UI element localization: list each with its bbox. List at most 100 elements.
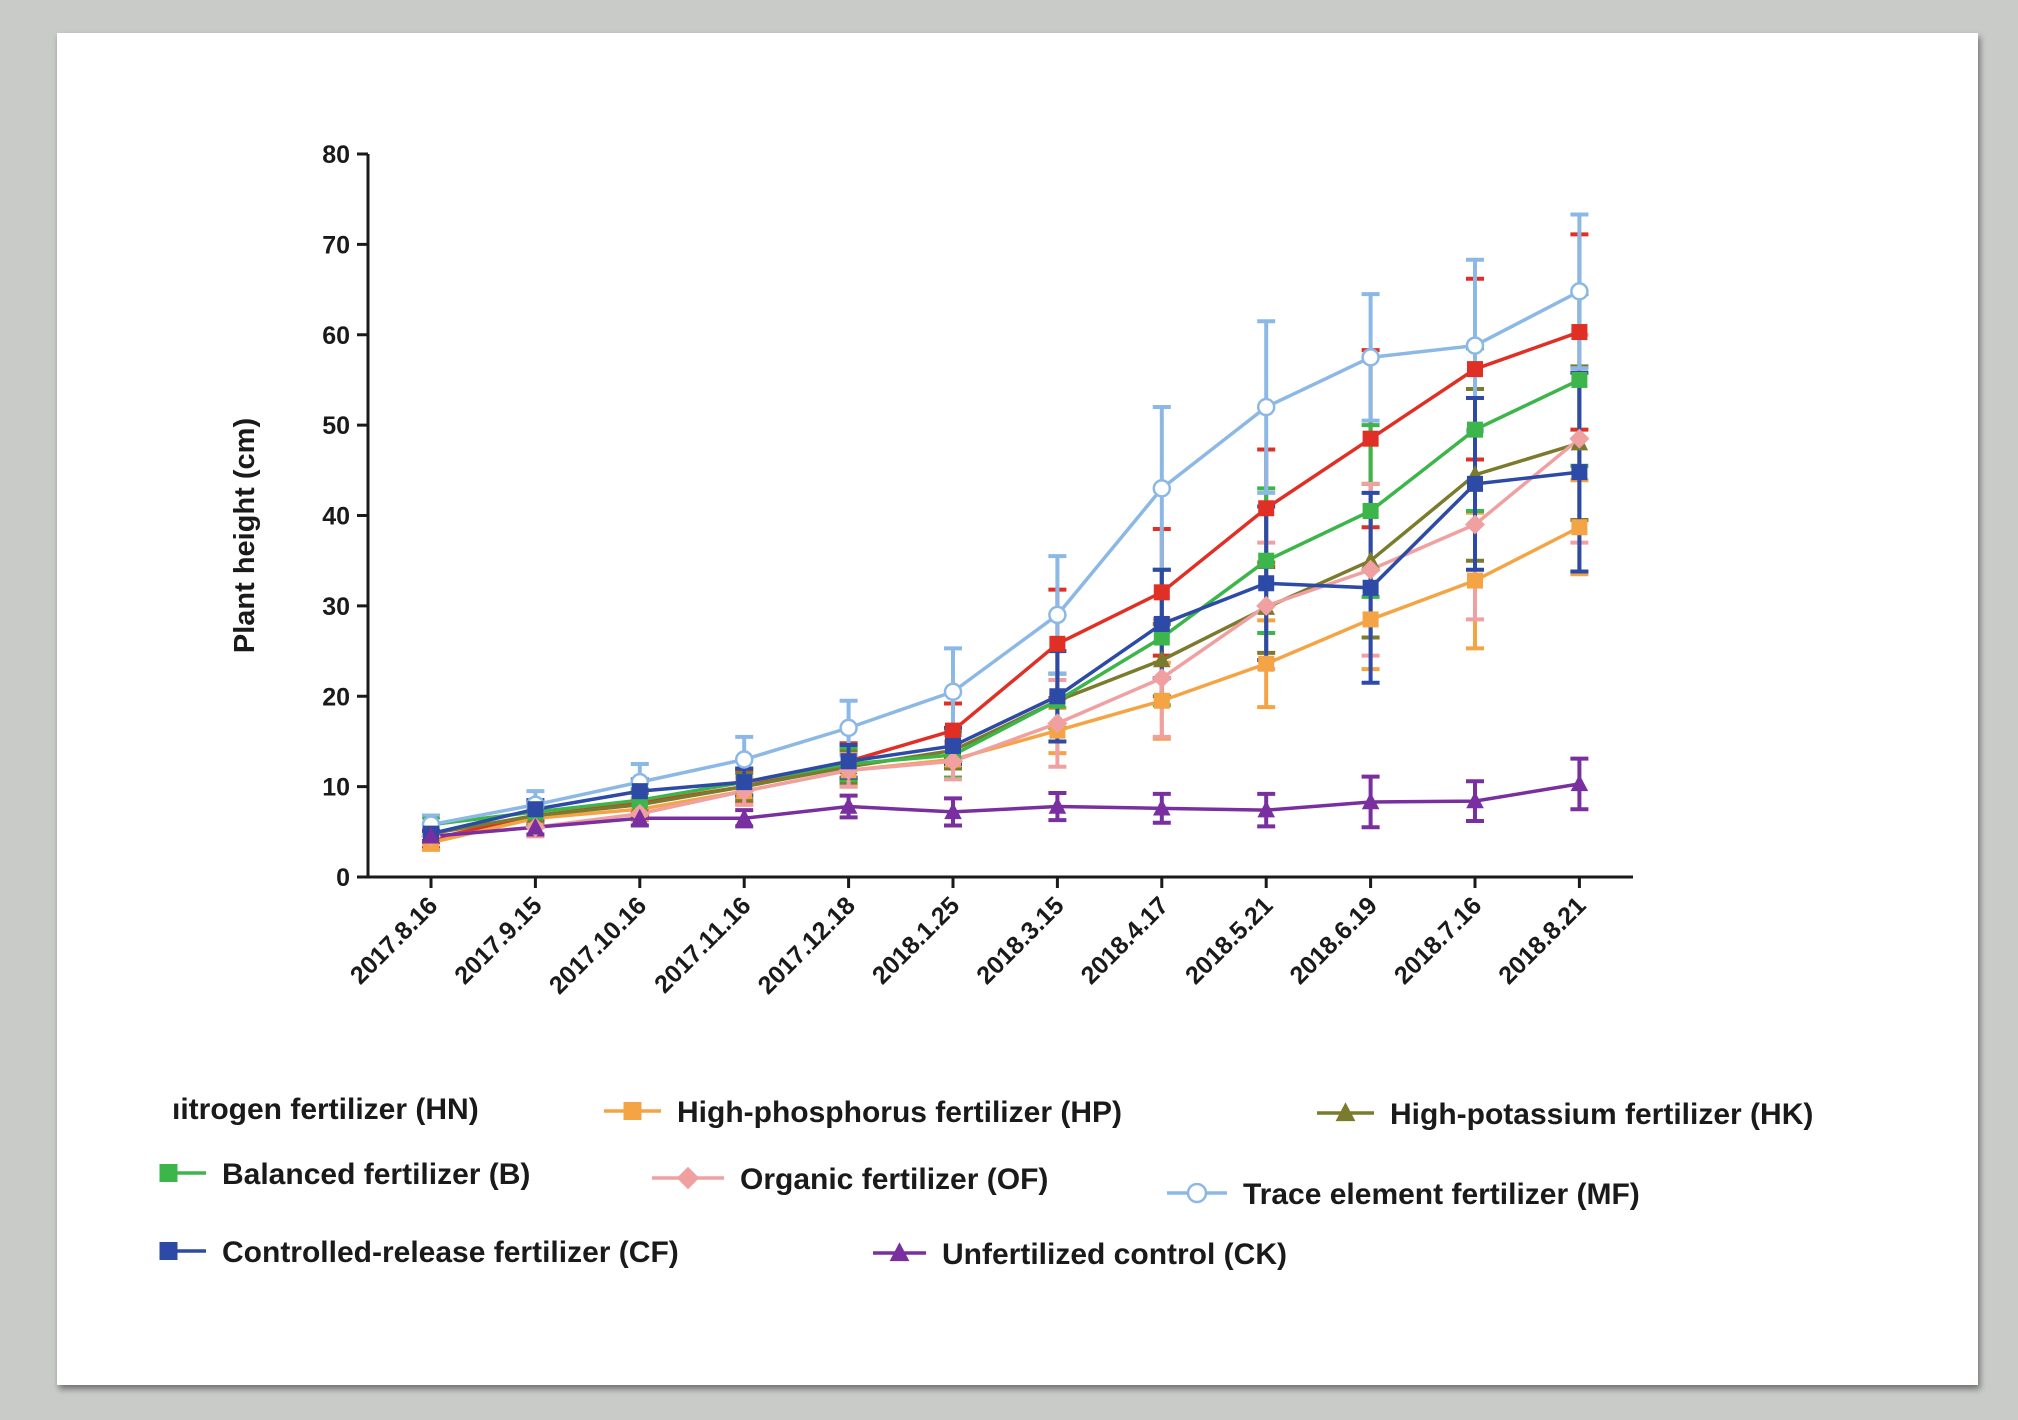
series-line — [430, 378, 1581, 827]
y-tick-label: 80 — [322, 141, 350, 169]
data-point — [527, 801, 544, 818]
data-point — [676, 1166, 700, 1190]
y-tick-label: 70 — [322, 231, 350, 259]
x-tick-label: 2018.4.17 — [1076, 891, 1174, 989]
data-point — [1153, 692, 1170, 709]
x-tick-labels: 2017.8.16 2017.9.152017.10.162017.11.1620… — [345, 891, 1592, 999]
data-point — [839, 718, 858, 738]
data-point — [1153, 629, 1170, 646]
x-tick-label: 2017.8.16 — [345, 891, 443, 989]
data-point — [1571, 519, 1588, 536]
y-tick-label: 20 — [322, 683, 350, 711]
x-tick-label: 2018.1.25 — [867, 891, 966, 990]
data-point — [1362, 502, 1379, 519]
axes — [357, 152, 1633, 888]
data-point — [943, 682, 963, 701]
series-line — [430, 289, 1581, 827]
legend-label: High-phosphorus fertilizer (HP) — [677, 1096, 1122, 1129]
error-bar-group — [422, 370, 1589, 843]
data-point — [1362, 430, 1379, 447]
x-tick-label: 2018.6.19 — [1284, 891, 1382, 989]
series-marker-group — [422, 433, 1589, 841]
y-tick-label: 50 — [322, 412, 350, 440]
y-axis-title: Plant height (cm) — [229, 418, 261, 653]
data-point — [1467, 421, 1483, 438]
data-point — [422, 826, 440, 844]
data-point — [1571, 371, 1588, 388]
error-bar-group — [422, 292, 1589, 834]
series-line — [430, 782, 1580, 839]
legend-item: High-phosphorus fertilizer (HP) — [604, 1096, 1122, 1129]
line-chart: 0 10 20 30 40 50 60 70 80 2017.8.16 2017.9.152017… — [159, 141, 1813, 1271]
legend-label: High-potassium fertilizer (HK) — [1390, 1098, 1813, 1131]
data-point — [840, 753, 857, 770]
series-marker-group — [423, 324, 1588, 848]
data-point — [1360, 559, 1381, 580]
y-tick-label: 40 — [322, 503, 350, 531]
data-point — [1258, 655, 1275, 672]
data-point — [1571, 464, 1588, 481]
series-line — [430, 525, 1581, 845]
y-tick-label: 0 — [336, 864, 350, 892]
data-point — [1048, 796, 1067, 814]
legend-label: Unfertilized control (CK) — [942, 1238, 1287, 1271]
data-point — [526, 817, 545, 835]
series-marker-group — [422, 774, 1589, 844]
legend-item: Unfertilized control (CK) — [873, 1238, 1287, 1271]
y-tick-label: 60 — [322, 322, 350, 350]
data-point — [1256, 397, 1276, 417]
legend-label: ıitrogen fertilizer (HN) — [172, 1093, 479, 1126]
data-point — [1465, 514, 1485, 535]
legend-item: Organic fertilizer (OF) — [652, 1163, 1048, 1196]
data-point — [1153, 650, 1171, 668]
legend-label: Trace element fertilizer (MF) — [1243, 1178, 1640, 1211]
data-point — [159, 1242, 178, 1260]
legend-item: High-potassium fertilizer (HK) — [1317, 1098, 1813, 1131]
data-point — [1186, 1182, 1208, 1204]
data-point — [945, 722, 961, 739]
series-marker-group — [421, 428, 1590, 847]
y-tick-label: 30 — [322, 593, 350, 621]
error-bars — [422, 212, 1589, 852]
legend-item: Controlled-release fertilizer (CF) — [159, 1236, 679, 1269]
data-point — [1466, 791, 1484, 809]
data-point — [159, 1164, 178, 1182]
legend-label: Organic fertilizer (OF) — [740, 1163, 1048, 1196]
data-point — [1258, 552, 1275, 569]
data-point — [1153, 584, 1170, 601]
data-point — [1467, 475, 1483, 492]
legend: ıitrogen fertilizer (HN) High-phosphorus … — [159, 1093, 1813, 1271]
data-point — [1362, 611, 1379, 628]
legend-item: ıitrogen fertilizer (HN) — [172, 1093, 479, 1126]
data-point — [839, 796, 858, 814]
data-point — [1257, 800, 1275, 818]
data-point — [1258, 500, 1275, 517]
data-point — [943, 751, 963, 772]
y-tick-labels: 0 10 20 30 40 50 60 70 80 — [322, 141, 350, 892]
data-point — [1335, 1102, 1356, 1122]
data-point — [1570, 774, 1589, 792]
legend-label: Controlled-release fertilizer (CF) — [222, 1236, 679, 1269]
series-line — [430, 470, 1580, 836]
data-point — [1153, 615, 1170, 632]
error-bar-group — [422, 232, 1589, 851]
data-point — [1571, 324, 1588, 341]
series-line — [430, 437, 1581, 839]
data-point — [1465, 336, 1485, 355]
data-point — [1467, 361, 1483, 378]
data-point — [623, 1102, 642, 1120]
error-bar-group — [422, 478, 1589, 852]
x-tick-label: 2018.3.15 — [971, 891, 1070, 990]
data-point — [1467, 572, 1483, 589]
data-point — [736, 774, 753, 791]
x-tick-label: 2018.8.21 — [1493, 891, 1592, 990]
y-tick-label: 10 — [322, 774, 350, 802]
data-point — [945, 737, 961, 754]
data-point — [889, 1242, 910, 1262]
data-point — [1258, 575, 1275, 592]
data-point — [944, 802, 962, 820]
data-point — [1153, 798, 1171, 816]
data-point — [631, 808, 649, 826]
series-line — [430, 330, 1580, 841]
data-point — [735, 808, 753, 826]
